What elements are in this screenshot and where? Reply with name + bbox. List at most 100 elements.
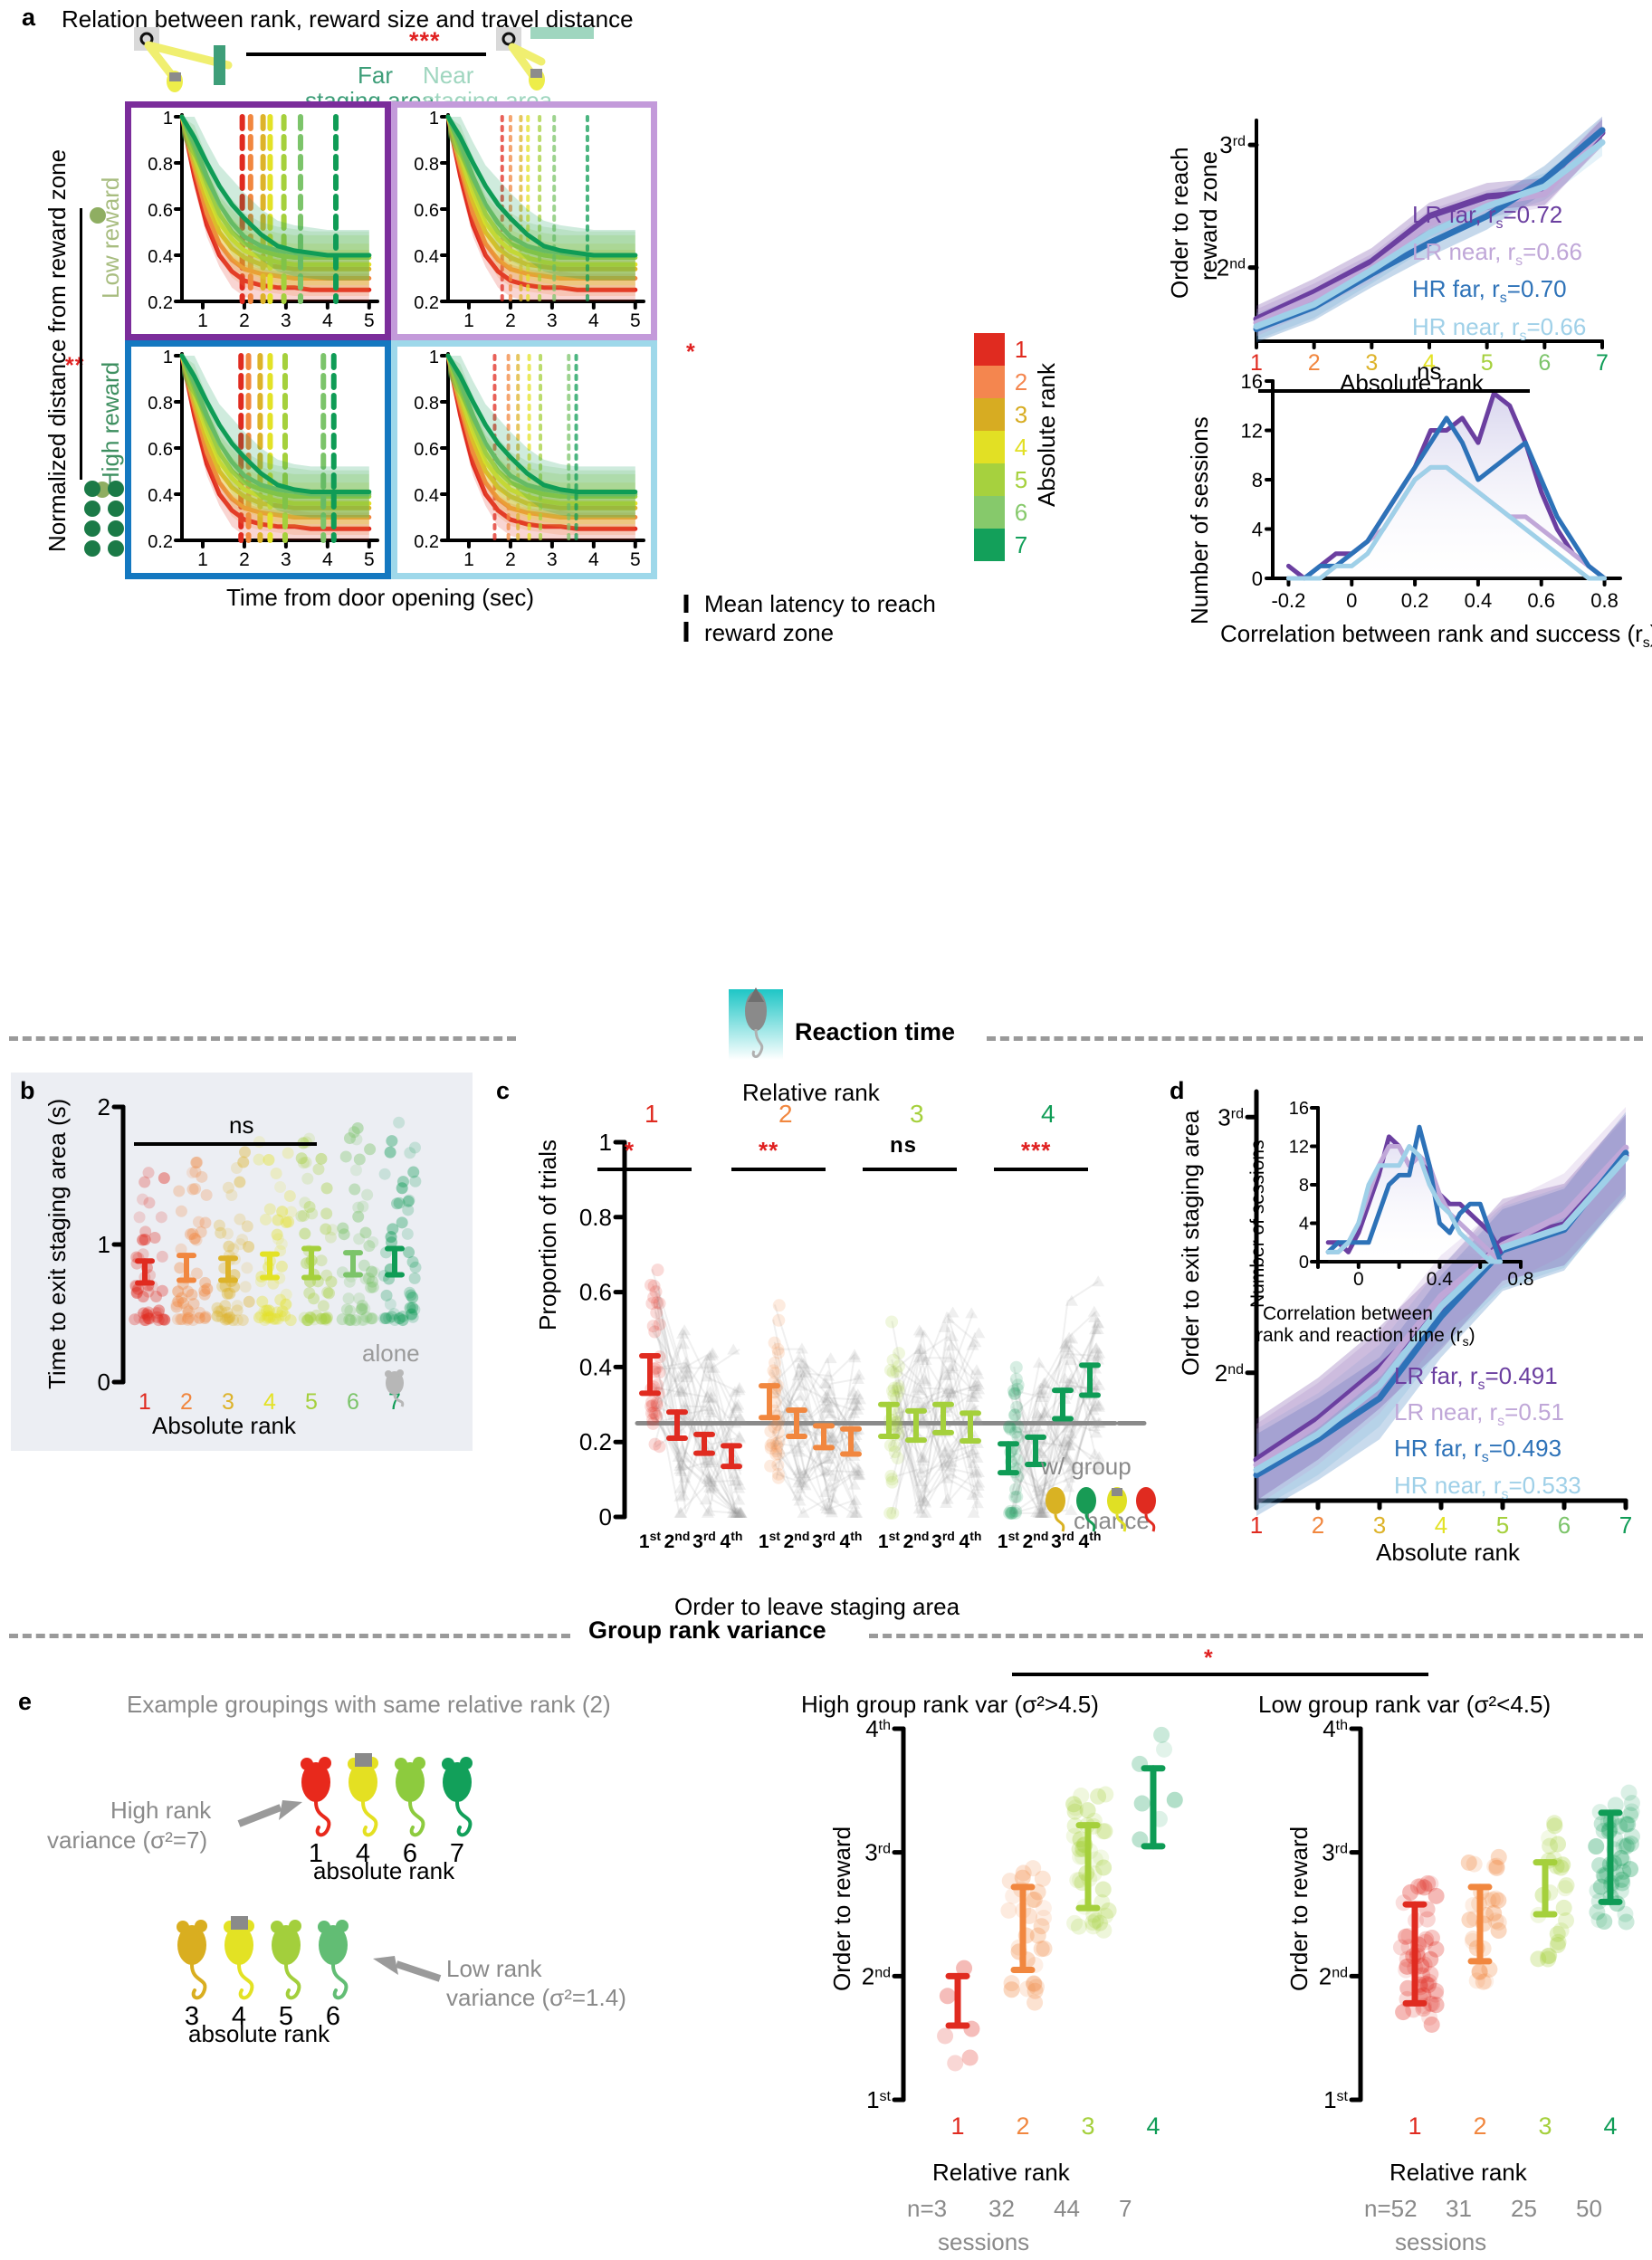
svg-text:3rd: 3rd: [864, 1839, 891, 1866]
plot-order-to-reach[interactable]: 3rd 2nd 1 2 3 4 5 6 7: [1213, 104, 1638, 376]
panel-c-group-sig-3: ns: [890, 1133, 918, 1158]
divider-left-reaction: [9, 1036, 516, 1041]
n-sessions-value-1: 31: [1446, 2195, 1472, 2222]
svg-text:0.8: 0.8: [414, 155, 439, 175]
panel-a-left-sig: **: [65, 353, 85, 378]
svg-text:0.8: 0.8: [1507, 1269, 1533, 1290]
n-sessions-value-2: 44: [1054, 2195, 1080, 2222]
svg-text:3: 3: [1538, 2112, 1552, 2140]
svg-text:0.6: 0.6: [579, 1279, 612, 1306]
svg-text:7: 7: [1596, 350, 1609, 376]
panel-d-inset-histogram[interactable]: 16 12 8 4 0 0 0.4 0.8: [1278, 1097, 1541, 1305]
panel-c-group-sig-bar-3: [863, 1168, 957, 1171]
low-var-mouse-rank-3: 6: [326, 2002, 340, 2031]
svg-text:1: 1: [463, 549, 474, 570]
svg-text:8: 8: [1299, 1176, 1309, 1196]
svg-text:0.2: 0.2: [148, 293, 173, 313]
panel-d-legend-item-1: LR near, rs=0.51: [1394, 1398, 1564, 1430]
svg-text:3: 3: [547, 310, 558, 331]
svg-text:3: 3: [222, 1389, 234, 1415]
plot-hr-near[interactable]: 1 0.8 0.6 0.4 0.2 1 2 3 4 5: [391, 340, 657, 579]
n-sessions-value-0: n=3: [907, 2195, 948, 2222]
n-sessions-value-2: 25: [1511, 2195, 1537, 2222]
svg-text:3: 3: [281, 310, 291, 331]
svg-text:1: 1: [599, 1129, 612, 1156]
panel-a-ylabel: Normalized distance from reward zone: [43, 148, 71, 552]
panel-e-right-plot-title: Low group rank var (σ²<4.5): [1258, 1691, 1552, 1718]
divider-right-reaction: [987, 1036, 1643, 1041]
svg-text:2: 2: [180, 1389, 193, 1415]
plot-high-group-rank-var[interactable]: 4th 3rd 2nd 1st 1 2 3 4: [862, 1715, 1231, 2145]
plot-order-to-exit[interactable]: 3rd 2nd 1 2 3 4 5 6 7: [1215, 1082, 1646, 1539]
svg-text:2: 2: [239, 310, 250, 331]
order-reach-ylabel-line1: Order to reach: [1166, 147, 1193, 299]
with-group-mice-icon: [1041, 1484, 1159, 1539]
svg-text:2nd: 2nd: [1215, 1359, 1244, 1387]
order-reach-legend-item-0: LR far, rs=0.72: [1412, 201, 1563, 233]
order-reach-ylabel-line2: reward zone: [1195, 150, 1222, 281]
order-reach-legend-item-2: HR far, rs=0.70: [1412, 275, 1567, 307]
low-var-mouse-rank-0: 3: [185, 2002, 199, 2031]
variance-significance: *: [1204, 1645, 1214, 1671]
svg-text:2: 2: [505, 549, 516, 570]
svg-text:4: 4: [1015, 434, 1027, 461]
panel-d-legend: LR far, rs=0.491 LR near, rs=0.51 HR far, …: [1394, 1362, 1581, 1508]
svg-text:4th: 4th: [960, 1529, 982, 1552]
svg-text:3: 3: [281, 549, 291, 570]
hist-sig-bar: [1258, 389, 1530, 393]
plot-time-to-exit[interactable]: 2 1 0 1 2 3 4 5 6 7: [91, 1093, 453, 1415]
svg-text:1: 1: [1250, 350, 1263, 376]
panel-c-ylabel: Proportion of trials: [534, 1140, 561, 1330]
panel-c-group-sig-bar-4: [994, 1168, 1088, 1171]
panel-e-title: Example groupings with same relative ran…: [127, 1691, 611, 1718]
svg-text:4th: 4th: [840, 1529, 863, 1552]
hist-xlabel: Correlation between rank and success (rs…: [1220, 620, 1652, 652]
reaction-time-mouse-icon: [724, 982, 788, 1063]
plot-success-histogram[interactable]: 16 12 8 4 0 -0.2 0 0.2 0.4 0.6 0.8: [1231, 367, 1647, 620]
n-sessions-value-0: n=52: [1364, 2195, 1418, 2222]
svg-text:2nd: 2nd: [784, 1529, 810, 1552]
high-var-mouse-rank-2: 6: [403, 1839, 417, 1868]
panel-a-left-sig-bar: [80, 208, 82, 480]
panel-a-top-sig-bar: [246, 52, 486, 56]
svg-text:0.4: 0.4: [414, 486, 439, 506]
svg-text:1: 1: [98, 1231, 110, 1258]
high-var-label-l2: variance (σ²=7): [47, 1826, 208, 1854]
svg-text:0.6: 0.6: [414, 201, 439, 221]
panel-c-xlabel: Order to leave staging area: [674, 1593, 960, 1620]
near-maze-schematic-icon: [489, 25, 606, 91]
svg-text:2nd: 2nd: [862, 1962, 891, 1989]
svg-text:8: 8: [1252, 469, 1263, 491]
panel-d-letter: d: [1170, 1077, 1185, 1104]
svg-text:0.6: 0.6: [1527, 589, 1555, 612]
plot-lr-near[interactable]: 1 0.8 0.6 0.4 0.2 1 2 3 4 5: [391, 101, 657, 340]
svg-text:1st: 1st: [759, 1529, 780, 1552]
alone-mouse-icon: [378, 1368, 418, 1408]
low-var-label-l1: Low rank: [446, 1955, 542, 1982]
panel-b-letter: b: [20, 1077, 35, 1104]
svg-text:2nd: 2nd: [664, 1529, 691, 1552]
svg-text:1: 1: [138, 1389, 151, 1415]
svg-text:0: 0: [1252, 567, 1263, 590]
low-reward-single-dot: [87, 205, 109, 226]
plot-proportion-of-trials[interactable]: 1 0.8 0.6 0.4 0.2 0 1st 2nd 3rd 4th 1st 2nd 3rd 4th 1s…: [578, 1129, 1147, 1573]
svg-text:0.2: 0.2: [579, 1428, 612, 1455]
svg-text:2: 2: [1016, 2112, 1029, 2140]
svg-text:0.4: 0.4: [1465, 589, 1493, 612]
svg-text:2: 2: [1312, 1511, 1324, 1539]
mean-latency-dash-icon: [679, 593, 693, 645]
plot-lr-far[interactable]: 1 0.8 0.6 0.4 0.2 1 2 3 4 5: [125, 101, 391, 340]
svg-text:4: 4: [322, 549, 333, 570]
svg-text:5: 5: [630, 310, 641, 331]
colorbar-label: Absolute rank: [1033, 363, 1060, 507]
svg-text:0.8: 0.8: [148, 394, 173, 414]
plot-hr-far[interactable]: 1 0.8 0.6 0.4 0.2 1 2 3 4 5: [125, 340, 391, 579]
plot-low-group-rank-var[interactable]: 4th 3rd 2nd 1st 1 2 3 4: [1319, 1715, 1652, 2145]
svg-text:0.4: 0.4: [148, 486, 173, 506]
panel-e-left-plot-title: High group rank var (σ²>4.5): [801, 1691, 1099, 1718]
svg-text:2: 2: [1308, 350, 1321, 376]
panel-c-group-sig-bar-1: [597, 1168, 692, 1171]
panel-d-xlabel: Absolute rank: [1376, 1539, 1520, 1566]
svg-text:0: 0: [1346, 589, 1357, 612]
svg-text:5: 5: [364, 549, 375, 570]
